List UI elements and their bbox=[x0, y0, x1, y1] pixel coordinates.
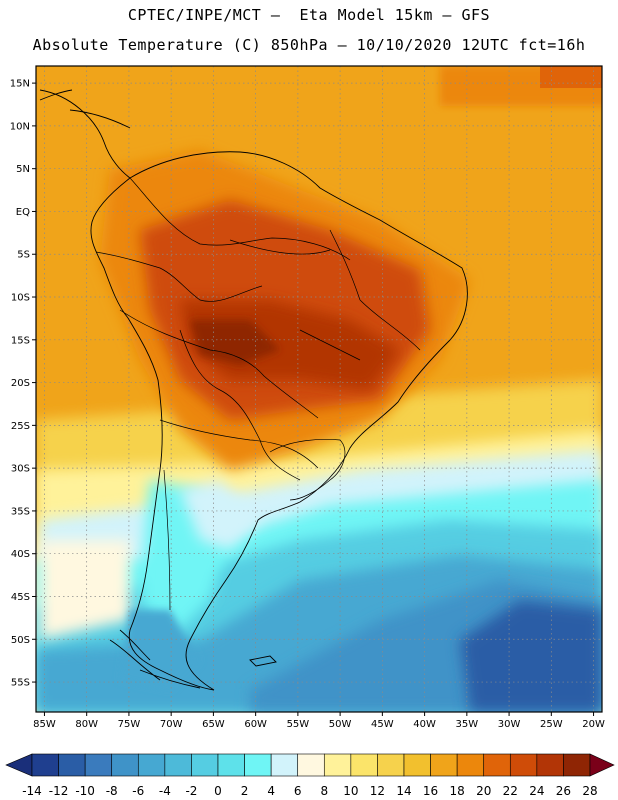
lat-tick-label: 15S bbox=[11, 335, 30, 346]
colorbar-swatch bbox=[270, 753, 299, 777]
colorbar-labels: -14 -12 -10 -8 -6 -4 -2 0 2 4 6 8 10 12 14 16 18 20 22 24 26… bbox=[22, 784, 597, 798]
country-borders bbox=[95, 177, 421, 611]
colorbar-swatch bbox=[31, 753, 59, 777]
lat-tick-label: 55S bbox=[11, 678, 30, 689]
colorbar-tick-label: -8 bbox=[106, 784, 118, 798]
map-frame bbox=[35, 65, 603, 713]
colorbar-tick-label: 16 bbox=[423, 784, 438, 798]
colorbar-swatch bbox=[84, 753, 113, 777]
lon-tick-label: 30W bbox=[498, 719, 521, 730]
lat-tick-label: 10S bbox=[11, 293, 30, 304]
colorbar-tick-label: 6 bbox=[294, 784, 302, 798]
colorbar-tick-label: -4 bbox=[159, 784, 171, 798]
colorbar-tick-label: -14 bbox=[22, 784, 42, 798]
lon-tick-label: 50W bbox=[329, 719, 352, 730]
lat-tick-label: 35S bbox=[11, 506, 30, 517]
colorbar-under-triangle bbox=[5, 753, 33, 777]
longitude-labels: 85W 80W 75W 70W 65W 60W 55W 50W 45W 40W 35W 30W 25W 2… bbox=[33, 712, 605, 730]
colorbar-tick-label: 28 bbox=[582, 784, 597, 798]
lon-tick-label: 55W bbox=[287, 719, 310, 730]
colorbar-swatch bbox=[297, 753, 325, 777]
colorbar-tick-label: 12 bbox=[370, 784, 385, 798]
colorbar-tick-label: 4 bbox=[267, 784, 275, 798]
colorbar-swatch bbox=[483, 753, 511, 777]
lon-tick-label: 75W bbox=[118, 719, 141, 730]
lat-tick-label: 30S bbox=[11, 464, 30, 475]
lat-tick-label: 50S bbox=[11, 635, 30, 646]
colorbar-swatch bbox=[137, 753, 166, 777]
colorbar-swatch bbox=[563, 753, 591, 777]
colorbar-tick-label: 26 bbox=[556, 784, 571, 798]
colorbar-swatch bbox=[323, 753, 352, 777]
lon-tick-label: 35W bbox=[456, 719, 479, 730]
colorbar-tick-label: 20 bbox=[476, 784, 491, 798]
lon-tick-label: 45W bbox=[371, 719, 394, 730]
title-line-1: CPTEC/INPE/MCT – Eta Model 15km – GFS bbox=[127, 6, 491, 24]
lat-tick-label: 45S bbox=[11, 592, 30, 603]
colorbar-swatch bbox=[111, 753, 139, 777]
colorbar-tick-label: -10 bbox=[75, 784, 95, 798]
colorbar-tick-label: -12 bbox=[49, 784, 69, 798]
lat-tick-label: 15N bbox=[10, 79, 30, 90]
lat-tick-label: EQ bbox=[16, 207, 30, 218]
lon-tick-label: 25W bbox=[540, 719, 563, 730]
temperature-field bbox=[36, 66, 602, 712]
lat-tick-label: 40S bbox=[11, 549, 30, 560]
colorbar bbox=[5, 753, 615, 777]
colorbar-swatch bbox=[377, 753, 405, 777]
lat-tick-label: 5N bbox=[16, 164, 30, 175]
latitude-labels: 15N 10N 5N EQ 5S 10S 15S 20S 25S 30S 35S 40S 45S 50S 5… bbox=[10, 79, 36, 689]
lon-tick-label: 85W bbox=[33, 719, 56, 730]
colorbar-swatch bbox=[456, 753, 485, 777]
colorbar-swatch bbox=[350, 753, 378, 777]
colorbar-swatch bbox=[509, 753, 538, 777]
colorbar-tick-label: -2 bbox=[185, 784, 197, 798]
colorbar-tick-label: 2 bbox=[241, 784, 249, 798]
lon-tick-label: 40W bbox=[413, 719, 436, 730]
lon-tick-label: 60W bbox=[244, 719, 267, 730]
colorbar-tick-label: 0 bbox=[214, 784, 222, 798]
colorbar-tick-label: 10 bbox=[343, 784, 358, 798]
colorbar-tick-label: 24 bbox=[529, 784, 544, 798]
lat-tick-label: 20S bbox=[11, 378, 30, 389]
lat-tick-label: 10N bbox=[10, 121, 30, 132]
colorbar-swatch bbox=[403, 753, 431, 777]
lat-tick-label: 25S bbox=[11, 421, 30, 432]
colorbar-tick-label: 18 bbox=[450, 784, 465, 798]
coastlines bbox=[39, 89, 468, 691]
lon-tick-label: 65W bbox=[202, 719, 225, 730]
lat-tick-label: 5S bbox=[17, 250, 30, 261]
colorbar-swatch bbox=[536, 753, 564, 777]
colorbar-swatch bbox=[191, 753, 219, 777]
colorbar-swatch bbox=[430, 753, 458, 777]
lon-tick-label: 70W bbox=[160, 719, 183, 730]
colorbar-swatch bbox=[58, 753, 86, 777]
lon-tick-label: 80W bbox=[75, 719, 98, 730]
colorbar-swatch bbox=[217, 753, 245, 777]
colorbar-tick-label: -6 bbox=[132, 784, 144, 798]
colorbar-tick-label: 14 bbox=[396, 784, 411, 798]
lon-tick-label: 20W bbox=[582, 719, 605, 730]
colorbar-over-triangle bbox=[589, 753, 615, 777]
colorbar-swatch bbox=[164, 753, 192, 777]
colorbar-tick-label: 8 bbox=[320, 784, 328, 798]
title-line-2: Absolute Temperature (C) 850hPa – 10/10/… bbox=[32, 36, 586, 54]
colorbar-swatch bbox=[244, 753, 272, 777]
colorbar-tick-label: 22 bbox=[503, 784, 518, 798]
